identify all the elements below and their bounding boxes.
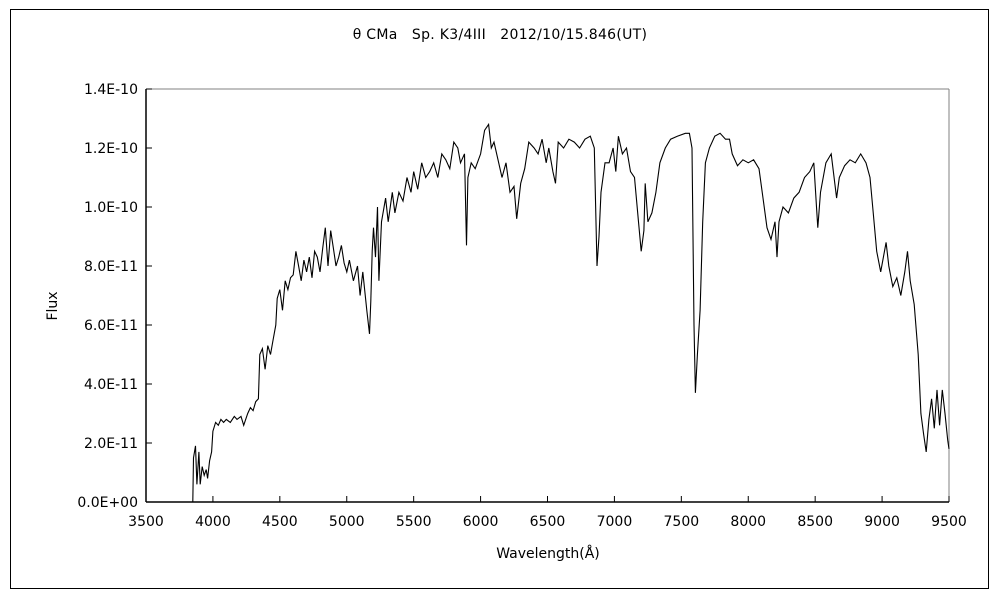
y-tick-label: 1.2E-10: [84, 141, 138, 157]
x-tick-label: 9000: [864, 514, 900, 530]
x-tick-label: 4500: [262, 514, 298, 530]
y-tick-label: 1.4E-10: [84, 82, 138, 98]
x-tick-label: 9500: [931, 514, 967, 530]
chart-frame: [10, 9, 989, 589]
x-tick-label: 8000: [730, 514, 766, 530]
x-tick-label: 7000: [597, 514, 633, 530]
y-tick-label: 2.0E-11: [84, 436, 138, 452]
x-tick-label: 4000: [195, 514, 231, 530]
x-tick-label: 5500: [396, 514, 432, 530]
y-tick-label: 6.0E-11: [84, 318, 138, 334]
x-tick-label: 5000: [329, 514, 365, 530]
y-tick-label: 4.0E-11: [84, 377, 138, 393]
spectrum-line: [192, 122, 950, 503]
x-tick-label: 3500: [128, 514, 164, 530]
chart-title: θ CMa Sp. K3/4III 2012/10/15.846(UT): [352, 27, 648, 43]
y-tick-label: 8.0E-11: [84, 259, 138, 275]
y-tick-label: 1.0E-10: [84, 200, 138, 216]
plot-area: [145, 88, 950, 503]
x-axis-label: Wavelength(Å): [496, 545, 600, 562]
y-tick-label: 0.0E+00: [77, 495, 138, 511]
x-tick-label: 7500: [664, 514, 700, 530]
y-axis-label: Flux: [45, 291, 61, 320]
x-tick-label: 6500: [530, 514, 566, 530]
x-tick-label: 8500: [797, 514, 833, 530]
x-tick-label: 6000: [463, 514, 499, 530]
